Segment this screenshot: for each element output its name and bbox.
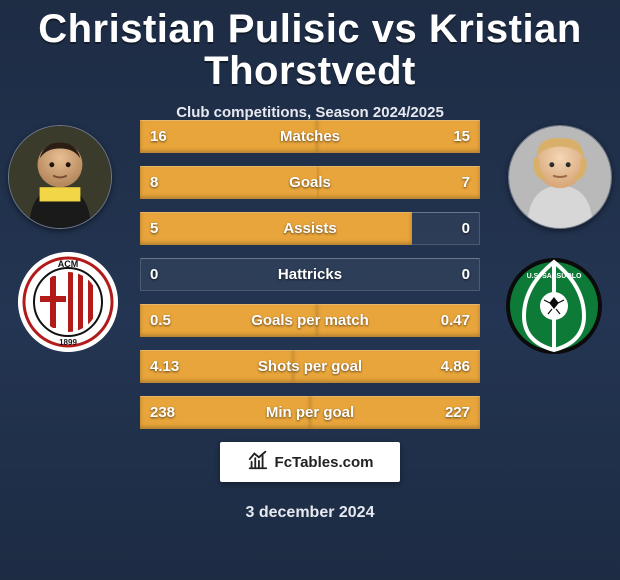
brand-badge[interactable]: FcTables.com [220,442,400,482]
svg-text:1899: 1899 [59,338,77,347]
stat-value-right: 0 [418,266,480,283]
stat-value-left: 238 [140,404,202,421]
stat-value-left: 16 [140,128,202,145]
comparison-card: Christian Pulisic vs Kristian Thorstvedt… [0,0,620,580]
stat-label: Assists [202,220,418,237]
stat-rows: 16Matches158Goals75Assists00Hattricks00.… [140,120,480,429]
stat-label: Goals [202,174,418,191]
stat-row: 4.13Shots per goal4.86 [140,350,480,383]
brand-text: FcTables.com [275,454,374,471]
stat-row: 0.5Goals per match0.47 [140,304,480,337]
stat-label: Matches [202,128,418,145]
brand-logo-icon [247,449,269,475]
stat-row: 8Goals7 [140,166,480,199]
stat-value-right: 227 [418,404,480,421]
date-stamp: 3 december 2024 [0,504,620,522]
stat-label: Hattricks [202,266,418,283]
stat-value-right: 0.47 [418,312,480,329]
stat-label: Min per goal [202,404,418,421]
stat-row: 0Hattricks0 [140,258,480,291]
club-right-crest: U.S. SASSUOLO [504,256,604,356]
stat-label: Goals per match [202,312,418,329]
stat-value-left: 0 [140,266,202,283]
player-left-avatar [8,125,112,229]
stat-value-right: 0 [418,220,480,237]
svg-text:U.S. SASSUOLO: U.S. SASSUOLO [527,273,582,280]
stat-row: 16Matches15 [140,120,480,153]
stat-value-right: 7 [418,174,480,191]
stat-row: 5Assists0 [140,212,480,245]
page-title: Christian Pulisic vs Kristian Thorstvedt [0,0,620,92]
stat-label: Shots per goal [202,358,418,375]
stat-row: 238Min per goal227 [140,396,480,429]
svg-text:ACM: ACM [58,259,79,269]
stat-value-right: 15 [418,128,480,145]
club-left-crest: ACM 1899 [18,252,118,352]
player-right-avatar [508,125,612,229]
subtitle: Club competitions, Season 2024/2025 [0,104,620,121]
stat-value-right: 4.86 [418,358,480,375]
stat-value-left: 8 [140,174,202,191]
stat-value-left: 0.5 [140,312,202,329]
stat-value-left: 5 [140,220,202,237]
stat-value-left: 4.13 [140,358,202,375]
